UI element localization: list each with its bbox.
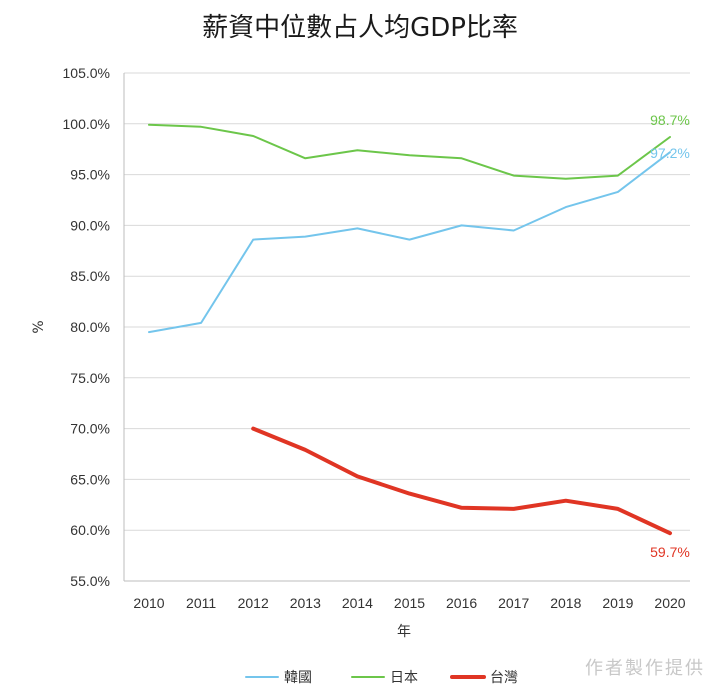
y-tick-label: 90.0% (70, 217, 110, 233)
y-tick-label: 80.0% (70, 319, 110, 335)
x-axis-label: 年 (397, 624, 411, 640)
x-tick-label: 2020 (654, 595, 685, 611)
x-tick-label: 2016 (446, 595, 477, 611)
x-tick-label: 2010 (133, 595, 164, 611)
y-tick-label: 60.0% (70, 522, 110, 538)
series-end-label: 97.2% (650, 145, 690, 161)
x-tick-label: 2015 (394, 595, 425, 611)
legend-entry: 日本 (390, 670, 418, 686)
x-tick-label: 2018 (550, 595, 581, 611)
series-line (148, 151, 671, 334)
series-line (251, 426, 672, 536)
x-tick-label: 2014 (342, 595, 373, 611)
y-tick-label: 75.0% (70, 370, 110, 386)
y-tick-label: 55.0% (70, 573, 110, 589)
x-tick-label: 2017 (498, 595, 529, 611)
legend-entry: 台灣 (490, 670, 518, 686)
chart-title: 薪資中位數占人均GDP比率 (202, 13, 518, 43)
series-line (148, 123, 671, 180)
x-tick-label: 2013 (290, 595, 321, 611)
series-end-label: 59.7% (650, 544, 690, 560)
legend-entry: 韓國 (284, 670, 312, 686)
x-tick-label: 2011 (186, 595, 216, 611)
y-tick-label: 105.0% (63, 65, 110, 81)
x-tick-label: 2019 (602, 595, 633, 611)
y-tick-label: 100.0% (63, 116, 110, 132)
end-labels: 97.2% 98.7% 59.7% (650, 112, 690, 560)
y-tick-label: 70.0% (70, 421, 110, 437)
credit-watermark: 作者製作提供 (585, 658, 705, 679)
series-lines (148, 123, 672, 536)
gridlines (123, 72, 690, 582)
series-end-label: 98.7% (650, 112, 690, 128)
y-tick-label: 65.0% (70, 471, 110, 487)
y-tick-label: 85.0% (70, 268, 110, 284)
legend: 韓國 日本 台灣 (245, 670, 518, 686)
x-tick-label: 2012 (238, 595, 269, 611)
x-tick-labels: 2010 2011 2012 2013 2014 2015 2016 2017 2018 2019… (133, 595, 685, 611)
y-axis-label: % (31, 320, 47, 333)
y-tick-labels: 55.0% 60.0% 65.0% 70.0% 75.0% 80.0% 85.0% 90.0%… (63, 65, 110, 589)
y-tick-label: 95.0% (70, 167, 110, 183)
